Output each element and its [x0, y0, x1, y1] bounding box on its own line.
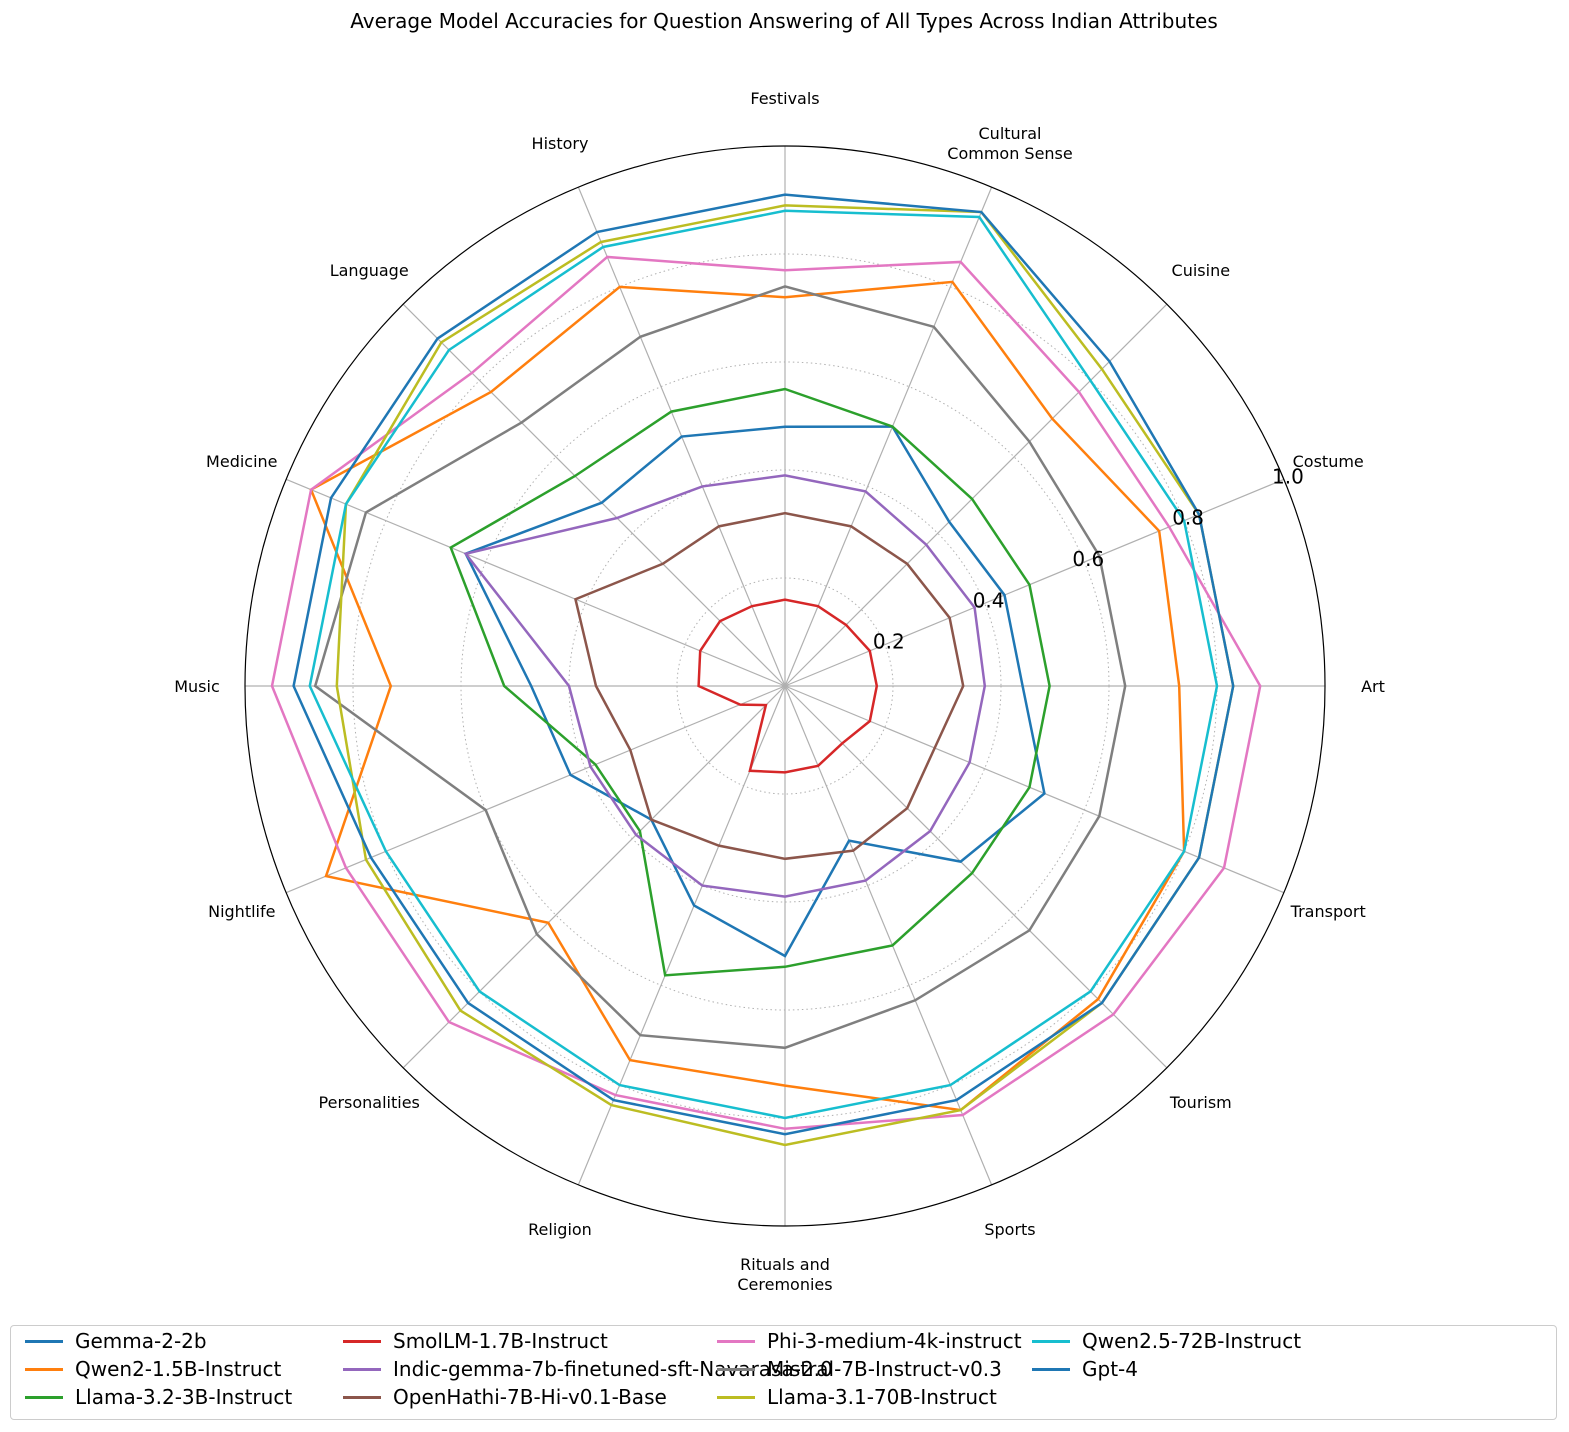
spoke-6	[402, 303, 786, 687]
spoke-9	[285, 685, 786, 894]
radial-tick-1: 0.4	[973, 588, 1005, 612]
spoke-1	[784, 478, 1285, 687]
category-label-4: Festivals	[750, 89, 819, 108]
legend-item: Mistral-7B-Instruct-v0.3	[717, 1355, 1002, 1383]
series-line-7	[313, 285, 1127, 1050]
legend-label: Qwen2.5-72B-Instruct	[1082, 1329, 1302, 1353]
series-line-4	[463, 474, 987, 898]
category-label-7: Medicine	[206, 452, 277, 471]
radial-tick-0: 0.2	[873, 630, 905, 654]
category-label-5: History	[532, 134, 589, 153]
series-line-5	[573, 511, 965, 861]
legend-label: Gpt-4	[1082, 1357, 1138, 1381]
spoke-7	[285, 478, 786, 687]
legend-swatch	[1032, 1367, 1070, 1371]
legend-item: SmolLM-1.7B-Instruct	[343, 1327, 608, 1355]
category-labels: Art Costume Cuisine Cultural Common Sense Fes…	[174, 89, 1385, 1294]
grid-ring-0	[676, 577, 894, 795]
legend-label: Gemma-2-2b	[75, 1329, 207, 1353]
legend-item: Phi-3-medium-4k-instruct	[717, 1327, 1022, 1355]
legend-label: Qwen2-1.5B-Instruct	[75, 1357, 282, 1381]
chart-legend: Gemma-2-2b Qwen2-1.5B-Instruct Llama-3.2-3…	[10, 1325, 1557, 1420]
category-label-3: Cultural Common Sense	[947, 124, 1072, 163]
series-line-8	[335, 204, 1235, 1147]
radial-tick-2: 0.6	[1072, 547, 1104, 571]
radial-tick-3: 0.8	[1172, 506, 1204, 530]
legend-item: Qwen2.5-72B-Instruct	[1032, 1327, 1301, 1355]
radial-tick-4: 1.0	[1272, 464, 1304, 488]
polar-grid	[244, 145, 1326, 1227]
outer-ring	[244, 145, 1326, 1227]
grid-ring-1	[568, 469, 1002, 903]
legend-item: Qwen2-1.5B-Instruct	[25, 1355, 281, 1383]
category-label-6: Language	[330, 261, 409, 280]
series-lines	[270, 193, 1262, 1147]
spoke-13	[784, 685, 993, 1186]
category-label-15: Transport	[1290, 902, 1366, 921]
legend-swatch	[25, 1367, 63, 1371]
series-line-2	[449, 387, 1051, 977]
category-label-8: Music	[174, 677, 220, 696]
spoke-2	[784, 303, 1168, 687]
radial-ticks: 0.2 0.4 0.6 0.8 1.0	[873, 464, 1304, 653]
spoke-14	[784, 685, 1168, 1069]
legend-label: Indic-gemma-7b-finetuned-sft-Navarasa-2.…	[393, 1357, 833, 1381]
category-label-0: Art	[1361, 677, 1385, 696]
grid-ring-2	[460, 361, 1110, 1011]
legend-label: Phi-3-medium-4k-instruct	[767, 1329, 1022, 1353]
legend-label: Mistral-7B-Instruct-v0.3	[767, 1357, 1002, 1381]
category-label-13: Sports	[984, 1220, 1035, 1239]
legend-swatch	[343, 1395, 381, 1399]
legend-label: OpenHathi-7B-Hi-v0.1-Base	[393, 1385, 667, 1409]
series-line-1	[309, 280, 1186, 1112]
legend-swatch	[717, 1395, 755, 1399]
series-line-0	[463, 425, 1046, 958]
category-label-12: Rituals and Ceremonies	[737, 1255, 832, 1294]
legend-swatch	[717, 1339, 755, 1343]
legend-swatch	[343, 1367, 381, 1371]
legend-swatch	[1032, 1339, 1070, 1343]
category-label-1: Costume	[1293, 452, 1364, 471]
series-line-10	[292, 193, 1235, 1136]
category-label-11: Religion	[528, 1220, 592, 1239]
category-label-10: Personalities	[319, 1093, 420, 1112]
spoke-3	[784, 186, 993, 687]
spoke-10	[402, 685, 786, 1069]
series-line-6	[270, 255, 1262, 1131]
category-label-9: Nightlife	[208, 902, 275, 921]
legend-label: Llama-3.2-3B-Instruct	[75, 1385, 293, 1409]
legend-item: OpenHathi-7B-Hi-v0.1-Base	[343, 1383, 667, 1411]
spoke-11	[577, 685, 786, 1186]
legend-item: Indic-gemma-7b-finetuned-sft-Navarasa-2.…	[343, 1355, 833, 1383]
series-line-3	[697, 598, 879, 774]
legend-swatch	[717, 1367, 755, 1371]
category-label-2: Cuisine	[1172, 261, 1231, 280]
series-line-9	[308, 209, 1219, 1120]
legend-item: Llama-3.1-70B-Instruct	[717, 1383, 997, 1411]
legend-item: Llama-3.2-3B-Instruct	[25, 1383, 292, 1411]
legend-item: Gpt-4	[1032, 1355, 1138, 1383]
chart-title: Average Model Accuracies for Question An…	[350, 9, 1218, 33]
legend-label: SmolLM-1.7B-Instruct	[393, 1329, 608, 1353]
spoke-15	[784, 685, 1285, 894]
legend-swatch	[25, 1395, 63, 1399]
legend-label: Llama-3.1-70B-Instruct	[767, 1385, 997, 1409]
legend-item: Gemma-2-2b	[25, 1327, 207, 1355]
category-label-14: Tourism	[1169, 1093, 1232, 1112]
legend-swatch	[25, 1339, 63, 1343]
legend-swatch	[343, 1339, 381, 1343]
